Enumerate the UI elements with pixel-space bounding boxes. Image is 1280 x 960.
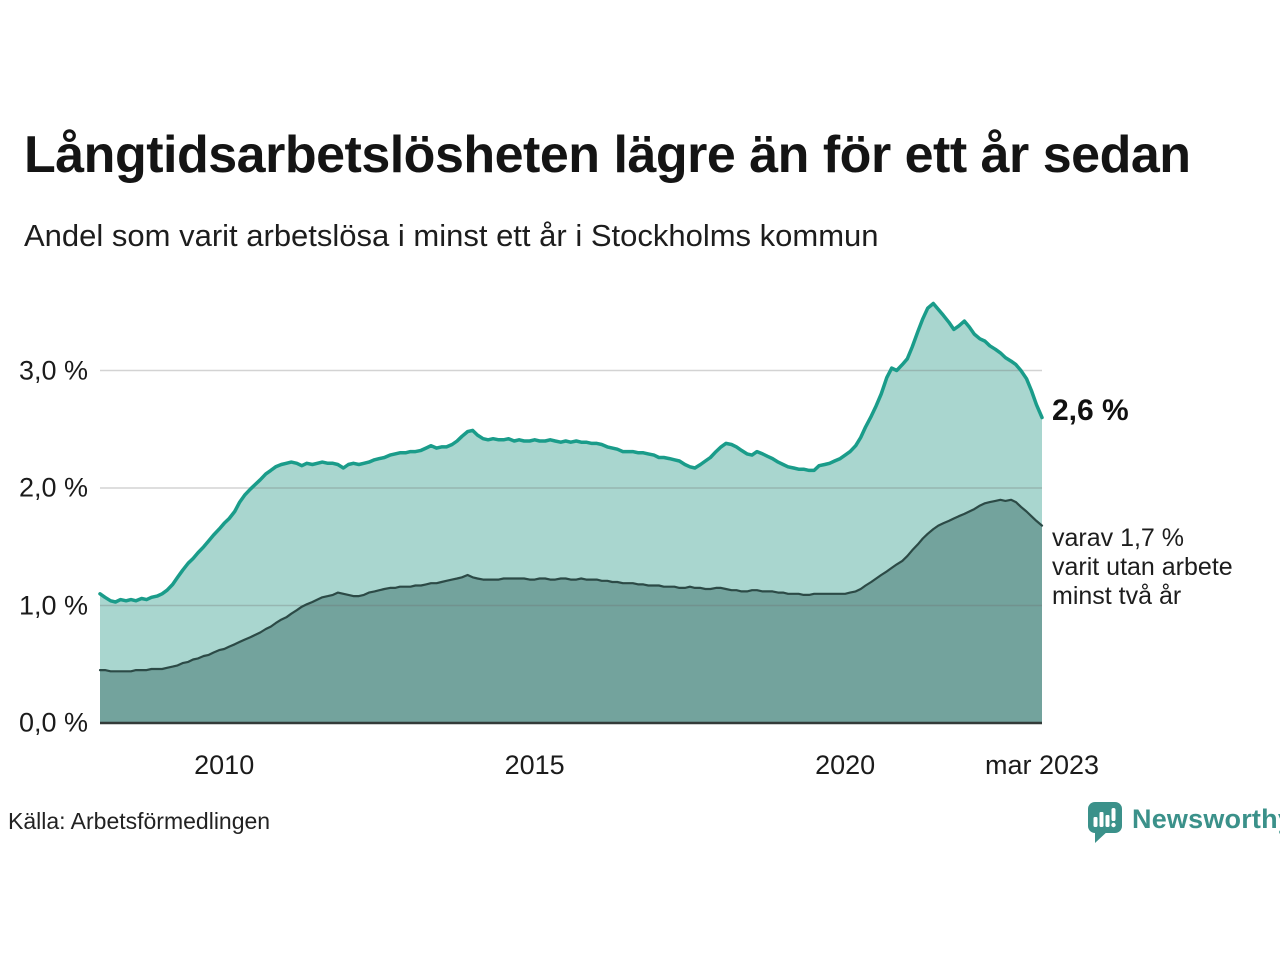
y-axis-tick-1: 1,0 %: [18, 590, 88, 620]
brand-logo: Newsworthy: [1086, 800, 1280, 846]
y-axis-tick-2: 2,0 %: [18, 472, 88, 503]
y-axis-tick-0: 0,0 %: [18, 707, 88, 738]
detail-line-3: minst två år: [1052, 582, 1182, 610]
detail-line-1: varav 1,7 %: [1052, 524, 1185, 552]
x-axis-tick-mar-2023: mar 2023: [984, 750, 1100, 780]
x-axis-tick-2020: 2020: [815, 750, 876, 780]
series-detail-annotation: varav 1,7 % varit utan arbete minst två …: [1052, 524, 1272, 611]
x-axis-tick-2015: 2015: [504, 750, 565, 780]
detail-line-2: varit utan arbete: [1052, 553, 1233, 581]
brand-name: Newsworthy: [1132, 804, 1280, 834]
newsworthy-bubble-chart-icon: [1088, 802, 1122, 843]
y-axis-tick-3: 3,0 %: [18, 355, 88, 385]
end-value-annotation: 2,6 %: [1052, 394, 1129, 427]
page-subtitle: Andel som varit arbetslösa i minst ett å…: [24, 218, 879, 253]
page-title: Långtidsarbetslösheten lägre än för ett …: [24, 126, 1191, 184]
x-axis-tick-2010: 2010: [194, 750, 255, 780]
source-credit: Källa: Arbetsförmedlingen: [8, 808, 271, 834]
